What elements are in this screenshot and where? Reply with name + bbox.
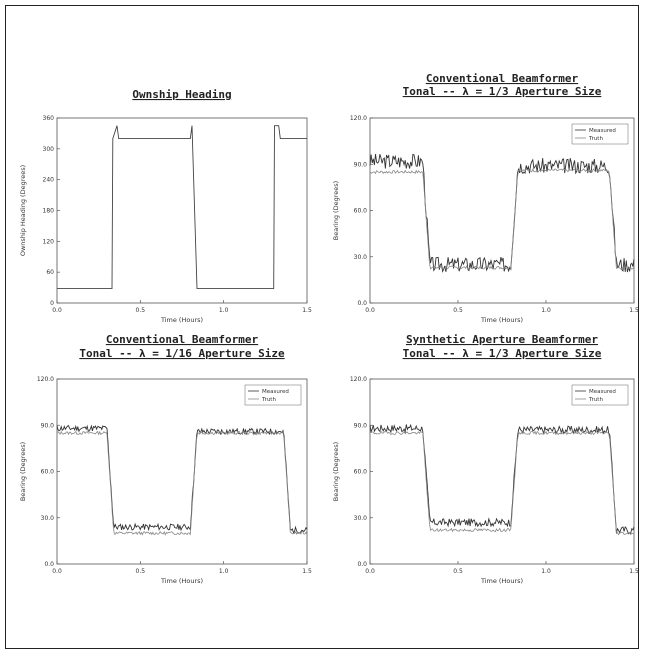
chart-title-line: Tonal -- λ = 1/3 Aperture Size	[403, 85, 602, 98]
x-tick-label: 1.0	[541, 307, 551, 314]
x-tick-label: 0.5	[136, 568, 146, 575]
y-tick-label: 0	[50, 300, 54, 307]
x-tick-label: 1.0	[219, 307, 229, 314]
y-tick-label: 300	[43, 146, 55, 153]
y-tick-label: 60.0	[354, 208, 368, 215]
y-tick-label: 60.0	[41, 469, 55, 476]
y-tick-label: 180	[43, 208, 55, 215]
y-axis-label: Ownship Heading (Degrees)	[19, 165, 27, 256]
x-tick-label: 0.5	[136, 307, 146, 314]
series-line-truth	[369, 168, 635, 271]
chart-title-line: Tonal -- λ = 1/3 Aperture Size	[403, 347, 602, 360]
y-tick-label: 60.0	[354, 469, 368, 476]
series-line-truth	[56, 430, 308, 536]
x-tick-label: 0.0	[52, 568, 62, 575]
x-tick-label: 1.0	[219, 568, 229, 575]
y-tick-label: 0.0	[357, 561, 367, 568]
y-axis-label: Bearing (Degrees)	[19, 442, 27, 501]
x-tick-label: 0.0	[52, 307, 62, 314]
chart-panel-1: Ownship Heading 0.0 0.5 1.0 1.5 0 60 120 180 240 3…	[19, 88, 312, 324]
y-tick-label: 0.0	[44, 561, 54, 568]
legend-label: Truth	[588, 397, 603, 403]
chart-title-line: Ownship Heading	[132, 88, 231, 101]
chart-title-line: Tonal -- λ = 1/16 Aperture Size	[79, 347, 285, 360]
legend-label: Measured	[589, 128, 616, 134]
figure-frame	[5, 5, 639, 649]
x-tick-label: 1.0	[541, 568, 551, 575]
y-tick-label: 0.0	[357, 300, 367, 307]
x-axis-label: Time (Hours)	[160, 316, 203, 324]
y-axis-label: Bearing (Degrees)	[332, 181, 340, 240]
legend-box	[571, 384, 629, 406]
x-tick-label: 0.5	[453, 307, 463, 314]
y-tick-label: 360	[43, 115, 55, 122]
chart-title-line: Conventional Beamformer	[106, 333, 259, 346]
y-tick-label: 30.0	[354, 254, 368, 261]
x-axis-label: Time (Hours)	[160, 577, 203, 585]
legend-box	[244, 384, 302, 406]
x-tick-label: 0.0	[365, 568, 375, 575]
x-tick-label: 0.5	[453, 568, 463, 575]
series-line-truth	[369, 430, 635, 536]
y-tick-label: 30.0	[354, 515, 368, 522]
plot-frame	[369, 117, 635, 304]
chart-title-line: Conventional Beamformer	[426, 72, 579, 85]
x-tick-label: 1.5	[629, 307, 639, 314]
plot-frame	[56, 117, 308, 304]
x-tick-label: 0.0	[365, 307, 375, 314]
plot-frame	[56, 378, 308, 565]
legend-label: Truth	[261, 397, 276, 403]
x-tick-label: 1.5	[629, 568, 639, 575]
y-tick-label: 30.0	[41, 515, 55, 522]
chart-title-line: Synthetic Aperture Beamformer	[406, 333, 598, 346]
series-line-measured	[369, 423, 635, 535]
x-tick-label: 1.5	[302, 568, 312, 575]
legend-label: Truth	[588, 136, 603, 142]
y-tick-label: 120.0	[350, 376, 367, 383]
legend-box	[571, 123, 629, 145]
x-tick-label: 1.5	[302, 307, 312, 314]
y-tick-label: 90.0	[354, 161, 368, 168]
y-tick-label: 120	[43, 238, 55, 245]
y-tick-label: 120.0	[37, 376, 54, 383]
plot-frame	[369, 378, 635, 565]
y-tick-label: 60	[46, 269, 54, 276]
legend-label: Measured	[589, 389, 616, 395]
y-tick-label: 120.0	[350, 115, 367, 122]
y-tick-label: 90.0	[354, 422, 368, 429]
series-line-heading	[57, 125, 307, 290]
series-line-measured	[369, 153, 635, 273]
x-axis-label: Time (Hours)	[480, 316, 523, 324]
legend-label: Measured	[262, 389, 289, 395]
y-tick-label: 240	[43, 177, 55, 184]
y-axis-label: Bearing (Degrees)	[332, 442, 340, 501]
series-line-measured	[56, 424, 308, 534]
y-tick-label: 90.0	[41, 422, 55, 429]
x-axis-label: Time (Hours)	[480, 577, 523, 585]
